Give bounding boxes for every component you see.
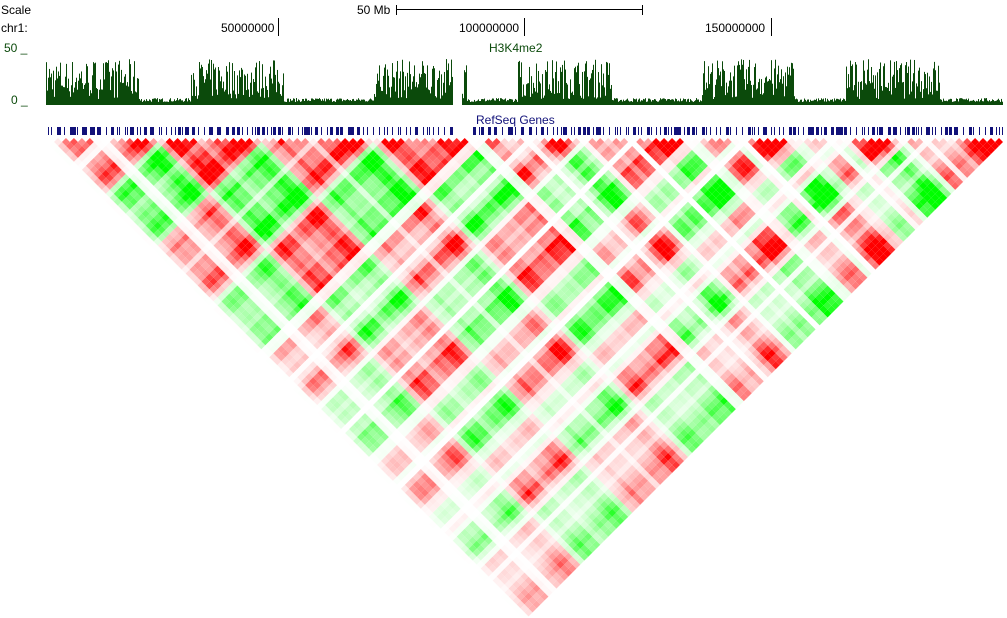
ruler-tick-label-1: 50000000 — [221, 21, 275, 35]
ruler-tick-1 — [278, 18, 279, 36]
scale-label: Scale — [1, 3, 32, 17]
scale-bar — [396, 5, 643, 15]
scale-bar-label: 50 Mb — [357, 3, 391, 17]
signal-bars — [46, 59, 1003, 105]
correlation-heatmap — [46, 138, 1003, 618]
chrom-label: chr1: — [1, 21, 28, 35]
ruler-tick-3 — [771, 18, 772, 36]
signal-ymax-label: 50 _ — [4, 41, 28, 55]
genes-track-name[interactable]: RefSeq Genes — [476, 113, 555, 127]
ruler-tick-2 — [524, 18, 525, 36]
ruler-tick-label-3: 150000000 — [705, 21, 766, 35]
signal-ymin-label: 0 _ — [11, 93, 28, 107]
ruler-tick-label-2: 100000000 — [459, 21, 520, 35]
signal-track-name[interactable]: H3K4me2 — [489, 41, 543, 55]
gene-track-features — [48, 127, 1003, 135]
